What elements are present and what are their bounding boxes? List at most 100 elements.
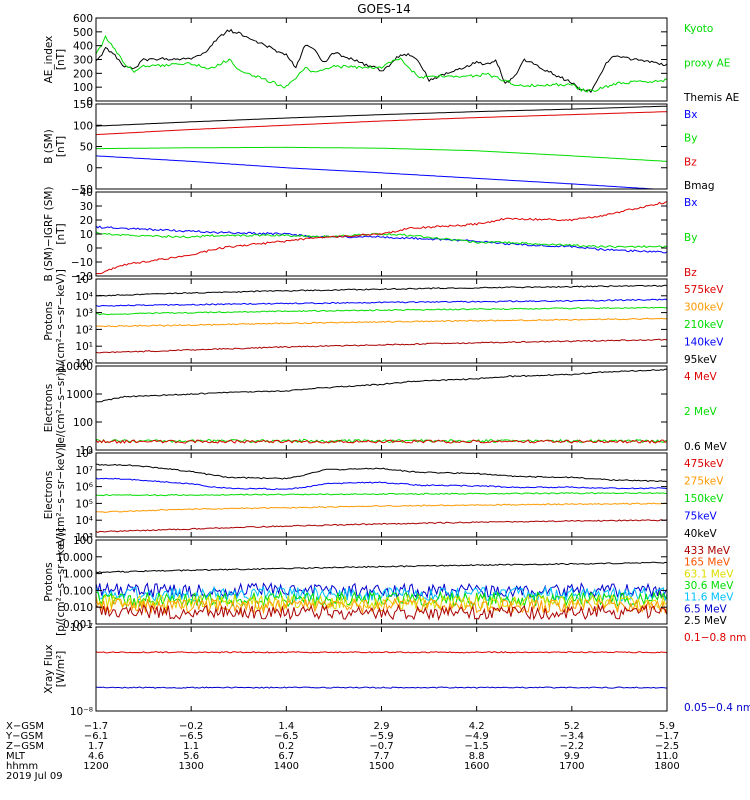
plot-area [96, 105, 667, 189]
x-info-row-label: Y−GSM [5, 731, 43, 742]
legend-label: 275keV [684, 476, 724, 488]
y-tick-label: 1000 [66, 389, 93, 401]
x-info-value: −1.7 [84, 721, 108, 732]
x-info-value: −6.5 [179, 731, 203, 742]
x-info-value: −4.9 [465, 731, 489, 742]
legend-label: 11.6 MeV [684, 592, 734, 604]
x-info-value: −0.7 [369, 741, 393, 752]
y-axis-label: p/(cm²−s−sr−keV)] [55, 269, 67, 373]
x-info-value: 2.9 [374, 721, 390, 732]
y-tick-label: −10 [71, 257, 93, 269]
series-5-3 [96, 502, 667, 513]
x-info-value: −6.1 [84, 731, 108, 742]
y-tick-label: 10⁸ [75, 448, 93, 460]
y-tick-label: 10000 [60, 361, 93, 373]
x-info-value: −3.4 [560, 731, 584, 742]
x-info-row-label: MLT [6, 751, 26, 762]
x-info-value: −1.7 [655, 731, 679, 742]
panel-bigrf: −20 −10 0 10 20 30 40 B (SM)−IGRF (SM) [nT] Bx By B… [43, 186, 697, 283]
legend-label: proxy AE [684, 58, 730, 70]
x-info-value: −2.2 [560, 741, 584, 752]
y-tick-label: 30 [80, 201, 93, 213]
plot-area [96, 463, 667, 533]
x-info-value: 1.1 [183, 741, 199, 752]
series-0-0 [96, 28, 667, 94]
y-axis-label: Protons [43, 562, 55, 601]
x-info-value: 5.2 [564, 721, 580, 732]
legend-label: 140keV [684, 337, 724, 349]
legend-label: 0.6 MeV [684, 441, 728, 453]
y-tick-label: 100 [73, 82, 93, 94]
plot-area [96, 651, 667, 689]
x-info-value: 0.2 [278, 741, 294, 752]
x-info-value: 4.2 [469, 721, 485, 732]
series-0-1 [96, 34, 667, 93]
legend-label: 150keV [684, 493, 724, 505]
panel-frame [95, 103, 668, 190]
x-info-row-label: hhmm [6, 761, 38, 772]
x-info-value: −6.5 [274, 731, 298, 742]
legend-label: By [684, 133, 697, 145]
y-axis-label: [nT] [55, 223, 67, 244]
x-info-value: 1700 [559, 761, 584, 772]
y-tick-label: 0 [86, 96, 93, 108]
y-axis-label: [nT] [55, 136, 67, 157]
legend-label: 40keV [684, 528, 718, 540]
y-tick-label: 0 [86, 163, 93, 175]
y-tick-label: 10¹ [75, 341, 93, 353]
y-tick-label: 20 [80, 215, 93, 227]
legend-label: Kyoto [684, 23, 713, 35]
y-tick-label: 10⁵ [75, 498, 93, 510]
legend-label: 575keV [684, 284, 724, 296]
x-info-value: 1400 [274, 761, 299, 772]
series-3-1 [96, 317, 667, 328]
plot-area [96, 561, 667, 621]
series-5-0 [96, 463, 667, 483]
y-axis-label: AE_index [43, 36, 55, 84]
series-2-2 [96, 201, 667, 275]
plot-area [96, 28, 667, 94]
x-axis-info-table: X−GSM −1.7 −0.2 1.4 2.9 4.2 5.2 5.9 Y−GSM −6.1 −6.… [5, 721, 680, 782]
y-tick-label: 200 [73, 68, 93, 80]
x-info-value: 7.7 [374, 751, 390, 762]
legend-label: 6.5 MeV [684, 603, 728, 615]
y-axis-label: Xray Flux [43, 644, 55, 693]
y-axis-label: Electrons [43, 471, 55, 520]
series-3-4 [96, 338, 667, 354]
y-axis-label: [W/m²] [55, 651, 67, 688]
y-tick-label: −20 [71, 271, 93, 283]
y-axis-label: e/(cm²−s−sr−keV)] [55, 443, 67, 547]
y-axis-label: [p/(cm²−s−sr−keV)] [55, 528, 67, 636]
legend-label: 4 MeV [684, 371, 718, 383]
series-4-2 [96, 439, 667, 444]
y-tick-label: 10⁵ [75, 274, 93, 286]
plot-area [96, 368, 667, 444]
x-info-value: −2.5 [655, 741, 679, 752]
series-5-2 [96, 492, 667, 497]
y-tick-label: 10³ [75, 308, 93, 320]
y-tick-label: 10² [75, 324, 93, 336]
legend-label: Bx [684, 109, 697, 121]
legend-label: 63.1 MeV [684, 568, 734, 580]
y-tick-label: 10 [80, 445, 93, 457]
y-tick-label: 10⁴ [75, 515, 93, 527]
x-info-value: −0.2 [179, 721, 203, 732]
series-6-0 [96, 561, 667, 574]
y-tick-label: 500 [73, 27, 93, 39]
plot-area [96, 284, 667, 354]
series-1-1 [96, 146, 667, 162]
y-tick-label: 10⁻⁸ [70, 706, 93, 718]
x-info-row-label: X−GSM [6, 721, 44, 732]
y-tick-label: 10³ [75, 532, 93, 544]
x-info-value: 5.6 [183, 751, 199, 762]
legend-label: Themis AE [683, 92, 739, 104]
legend-label: Bx [684, 197, 697, 209]
y-tick-label: 50 [80, 142, 93, 154]
series-3-0 [96, 284, 667, 297]
panel-frame [95, 539, 668, 625]
y-axis-label: B (SM) [43, 129, 55, 163]
legend-label: 165 MeV [684, 557, 731, 569]
series-3-2 [96, 306, 667, 316]
legend-label: 475keV [684, 458, 724, 470]
